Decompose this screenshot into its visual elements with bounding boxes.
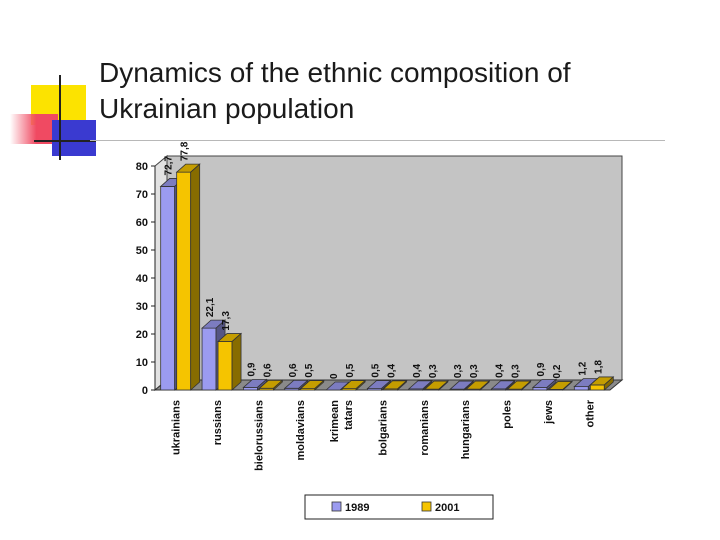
bar-1989-bolgarians bbox=[366, 379, 392, 391]
bar-front bbox=[573, 386, 589, 391]
slide-title-line-1: Dynamics of the ethnic composition of bbox=[99, 57, 571, 88]
bar-side bbox=[479, 380, 490, 391]
legend-label: 1989 bbox=[345, 502, 369, 514]
bar-1989-moldavians bbox=[283, 379, 309, 391]
legend-swatch bbox=[331, 501, 342, 512]
bar-front bbox=[201, 327, 217, 391]
bar-side bbox=[314, 379, 325, 391]
chart-legend: 1989 2001 bbox=[304, 494, 494, 520]
bar-data-label: 0 bbox=[329, 373, 340, 379]
x-tick-label: romanians bbox=[419, 400, 431, 456]
bar-data-label: 1,2 bbox=[577, 361, 588, 375]
bar-side bbox=[463, 380, 474, 391]
legend-label: 2001 bbox=[435, 502, 459, 514]
bar-front bbox=[160, 186, 176, 391]
bar-2001-other bbox=[589, 376, 615, 391]
decor-horizontal-line bbox=[34, 140, 96, 142]
bar-side bbox=[422, 379, 433, 391]
y-tick-label: 40 bbox=[136, 273, 148, 285]
bar-data-label: 0,4 bbox=[495, 364, 506, 378]
y-tick-label: 50 bbox=[136, 245, 148, 257]
x-tick-label: tatars bbox=[343, 400, 355, 430]
bar-data-label: 77,8 bbox=[180, 141, 191, 161]
bar-data-label: 0,6 bbox=[262, 363, 273, 377]
x-tick-label: other bbox=[584, 399, 596, 427]
bar-2001-poles bbox=[506, 380, 532, 391]
title-underline bbox=[90, 140, 665, 141]
bar-data-label: 0,2 bbox=[552, 364, 563, 378]
bar-2001-bielorussians bbox=[258, 379, 284, 391]
bar-data-label: 0,4 bbox=[412, 364, 423, 378]
bar-side bbox=[546, 378, 557, 391]
bar-1989-romanians bbox=[407, 379, 433, 391]
bar-side bbox=[397, 379, 407, 391]
x-tick-label: krimean bbox=[329, 400, 341, 442]
bar-side bbox=[231, 332, 242, 391]
bar-data-label: 0,3 bbox=[453, 364, 464, 378]
bar-side bbox=[190, 163, 201, 391]
bar-2001-jews bbox=[547, 380, 574, 391]
bar-2001-hungarians bbox=[465, 380, 491, 391]
bar-data-label: 0,5 bbox=[371, 363, 382, 377]
bar-data-label: 0,4 bbox=[387, 364, 398, 378]
bar-data-label: 17,3 bbox=[221, 311, 232, 331]
bar-side bbox=[355, 379, 366, 391]
decor-vertical-line bbox=[59, 75, 61, 160]
x-tick-label: bolgarians bbox=[378, 400, 390, 456]
y-tick-label: 20 bbox=[136, 329, 148, 341]
bar-data-label: 0,3 bbox=[428, 364, 439, 378]
bar-data-label: 0,9 bbox=[536, 362, 547, 376]
bar-side bbox=[381, 379, 391, 391]
bar-front bbox=[217, 341, 233, 391]
x-tick-label: hungarians bbox=[460, 400, 472, 459]
y-tick-label: 70 bbox=[136, 189, 148, 201]
bar-1989-poles bbox=[490, 379, 516, 391]
decor-red-bar bbox=[10, 114, 58, 144]
bar-side bbox=[603, 376, 614, 391]
bar-2001-moldavians bbox=[299, 379, 325, 391]
y-tick-label: 0 bbox=[142, 385, 148, 397]
slide-title-line-2: Ukrainian population bbox=[99, 93, 355, 124]
x-tick-label: poles bbox=[502, 400, 514, 429]
bar-2001-krimean-tatars bbox=[341, 379, 367, 391]
bar-side bbox=[505, 379, 515, 391]
x-tick-label: moldavians bbox=[295, 400, 307, 461]
bar-data-label: 0,6 bbox=[288, 363, 299, 377]
bar-front bbox=[176, 171, 192, 391]
bar-2001-romanians bbox=[423, 380, 449, 391]
bar-data-label: 0,5 bbox=[304, 363, 315, 377]
slide-title: Dynamics of the ethnic composition of Uk… bbox=[99, 55, 679, 127]
bar-side bbox=[521, 380, 531, 391]
y-tick-label: 30 bbox=[136, 301, 148, 313]
y-tick-label: 80 bbox=[136, 161, 148, 173]
legend-swatch bbox=[421, 501, 432, 512]
bar-data-label: 1,8 bbox=[593, 360, 604, 374]
x-tick-label: bielorussians bbox=[253, 400, 265, 471]
x-tick-label: russians bbox=[212, 400, 224, 445]
bar-data-label: 22,1 bbox=[205, 297, 216, 317]
y-tick-label: 10 bbox=[136, 357, 148, 369]
bar-side bbox=[562, 380, 573, 391]
bar-data-label: 0,3 bbox=[511, 364, 522, 378]
bar-data-label: 0,9 bbox=[246, 362, 257, 376]
bar-2001-ukrainians bbox=[175, 163, 201, 391]
y-tick-label: 60 bbox=[136, 217, 148, 229]
x-tick-label: ukrainians bbox=[171, 400, 183, 455]
bar-data-label: 72,7 bbox=[164, 156, 175, 176]
bar-side bbox=[273, 379, 283, 391]
bar-data-label: 0,3 bbox=[469, 364, 480, 378]
bar-1989-hungarians bbox=[449, 380, 475, 391]
bar-2001-russians bbox=[216, 332, 243, 391]
x-tick-label: jews bbox=[543, 400, 555, 425]
bar-1989-bielorussians bbox=[242, 378, 268, 391]
bar-side bbox=[438, 380, 449, 391]
bar-front bbox=[589, 384, 605, 391]
bar-2001-bolgarians bbox=[382, 379, 408, 391]
bar-1989-jews bbox=[531, 378, 558, 391]
bar-data-label: 0,5 bbox=[345, 363, 356, 377]
